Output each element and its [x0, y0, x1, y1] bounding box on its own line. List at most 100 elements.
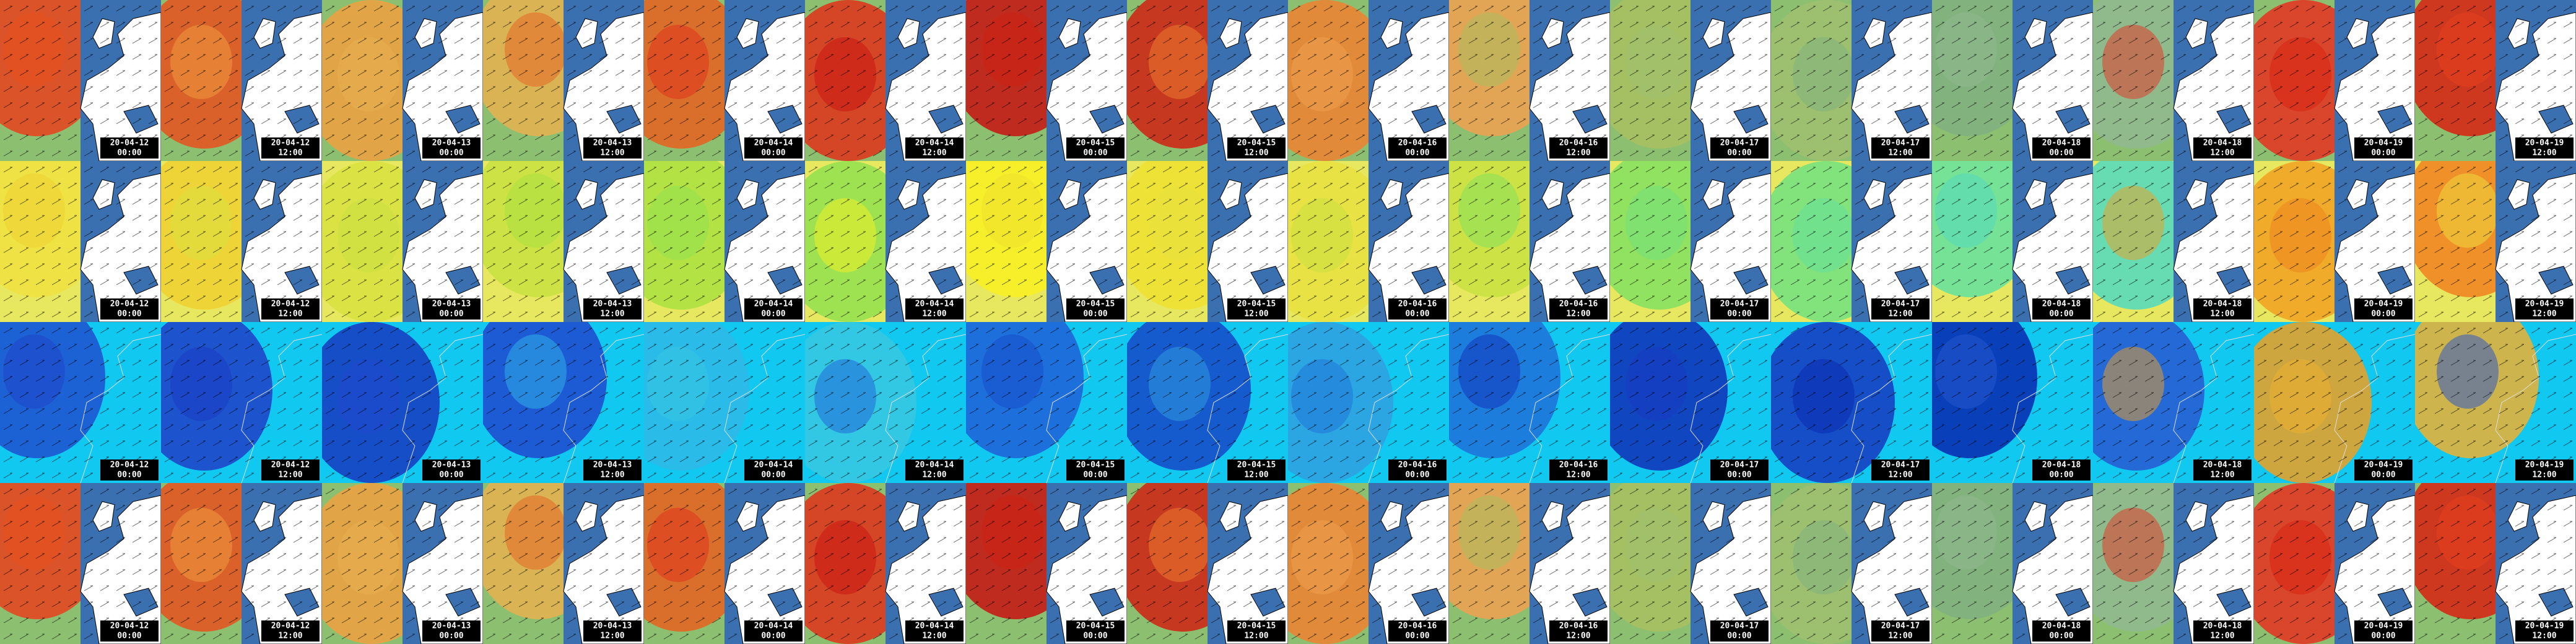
tile-time: 12:00: [2210, 310, 2234, 319]
wind-arrows: [483, 161, 644, 322]
tile-date: 20-04-12: [110, 139, 149, 148]
tile-date: 20-04-18: [2203, 461, 2242, 470]
wind-arrows: [0, 0, 161, 161]
label-box: [1066, 137, 1125, 159]
tile-date: 20-04-18: [2203, 300, 2242, 309]
wind-arrows: [966, 0, 1127, 161]
tile-time: 00:00: [439, 310, 463, 319]
tile-date: 20-04-12: [110, 461, 149, 470]
tile-date: 20-04-13: [432, 622, 471, 631]
tile-date: 20-04-15: [1237, 461, 1276, 470]
tile-date: 20-04-17: [1881, 300, 1920, 309]
tile-date: 20-04-14: [915, 139, 954, 148]
tile-time: 00:00: [2049, 149, 2073, 158]
label-box: [422, 620, 481, 642]
tile-time: 00:00: [2371, 632, 2395, 641]
label-box: [744, 137, 803, 159]
tile-time: 00:00: [117, 632, 141, 641]
wind-arrows: [644, 0, 805, 161]
wind-arrows: [1932, 483, 2093, 644]
label-box: [744, 298, 803, 320]
tile-date: 20-04-14: [915, 300, 954, 309]
tile-time: 12:00: [922, 310, 946, 319]
tile-date: 20-04-14: [754, 461, 793, 470]
tile-date: 20-04-19: [2525, 300, 2564, 309]
label-box: [2354, 620, 2413, 642]
wind-arrows: [161, 322, 322, 483]
tile-time: 00:00: [1727, 149, 1751, 158]
label-box: [1871, 137, 1930, 159]
label-box: [583, 620, 642, 642]
wind-arrows: [966, 322, 1127, 483]
tile-date: 20-04-16: [1559, 461, 1598, 470]
tile-time: 12:00: [600, 310, 624, 319]
tile-date: 20-04-13: [593, 139, 632, 148]
label-box: [261, 298, 320, 320]
wind-arrows: [644, 483, 805, 644]
label-box: [2354, 137, 2413, 159]
tile-date: 20-04-16: [1398, 139, 1437, 148]
tile-date: 20-04-18: [2042, 622, 2081, 631]
wind-arrows: [483, 322, 644, 483]
tile-date: 20-04-15: [1076, 622, 1115, 631]
wind-arrows: [322, 161, 483, 322]
tile-time: 12:00: [278, 471, 302, 480]
tile-time: 12:00: [1244, 310, 1268, 319]
label-box: [1549, 298, 1608, 320]
tile-time: 00:00: [1727, 310, 1751, 319]
tile-date: 20-04-19: [2525, 139, 2564, 148]
label-box: [1066, 298, 1125, 320]
label-box: [100, 459, 159, 481]
label-box: [1871, 298, 1930, 320]
tile-date: 20-04-12: [271, 461, 310, 470]
label-box: [1066, 459, 1125, 481]
tile-date: 20-04-13: [593, 461, 632, 470]
tile-time: 00:00: [439, 632, 463, 641]
tile-time: 00:00: [439, 149, 463, 158]
label-box: [1710, 298, 1769, 320]
label-box: [100, 298, 159, 320]
tile-time: 12:00: [922, 471, 946, 480]
label-box: [2032, 459, 2091, 481]
wind-arrows: [644, 161, 805, 322]
wind-arrows: [1771, 161, 1932, 322]
tile-date: 20-04-19: [2525, 461, 2564, 470]
tile-date: 20-04-14: [915, 622, 954, 631]
tile-time: 00:00: [2049, 632, 2073, 641]
label-box: [100, 620, 159, 642]
tile-time: 12:00: [1888, 310, 1912, 319]
tile-date: 20-04-17: [1720, 139, 1759, 148]
tile-time: 12:00: [2532, 632, 2556, 641]
wind-arrows: [805, 322, 966, 483]
tile-date: 20-04-12: [110, 300, 149, 309]
tile-time: 12:00: [600, 149, 624, 158]
wind-arrows: [1771, 0, 1932, 161]
label-box: [1710, 137, 1769, 159]
tile-time: 12:00: [1244, 149, 1268, 158]
tile-date: 20-04-17: [1720, 300, 1759, 309]
label-box: [1710, 459, 1769, 481]
wind-arrows: [2254, 322, 2415, 483]
tile-date: 20-04-13: [432, 300, 471, 309]
tile-date: 20-04-15: [1076, 461, 1115, 470]
